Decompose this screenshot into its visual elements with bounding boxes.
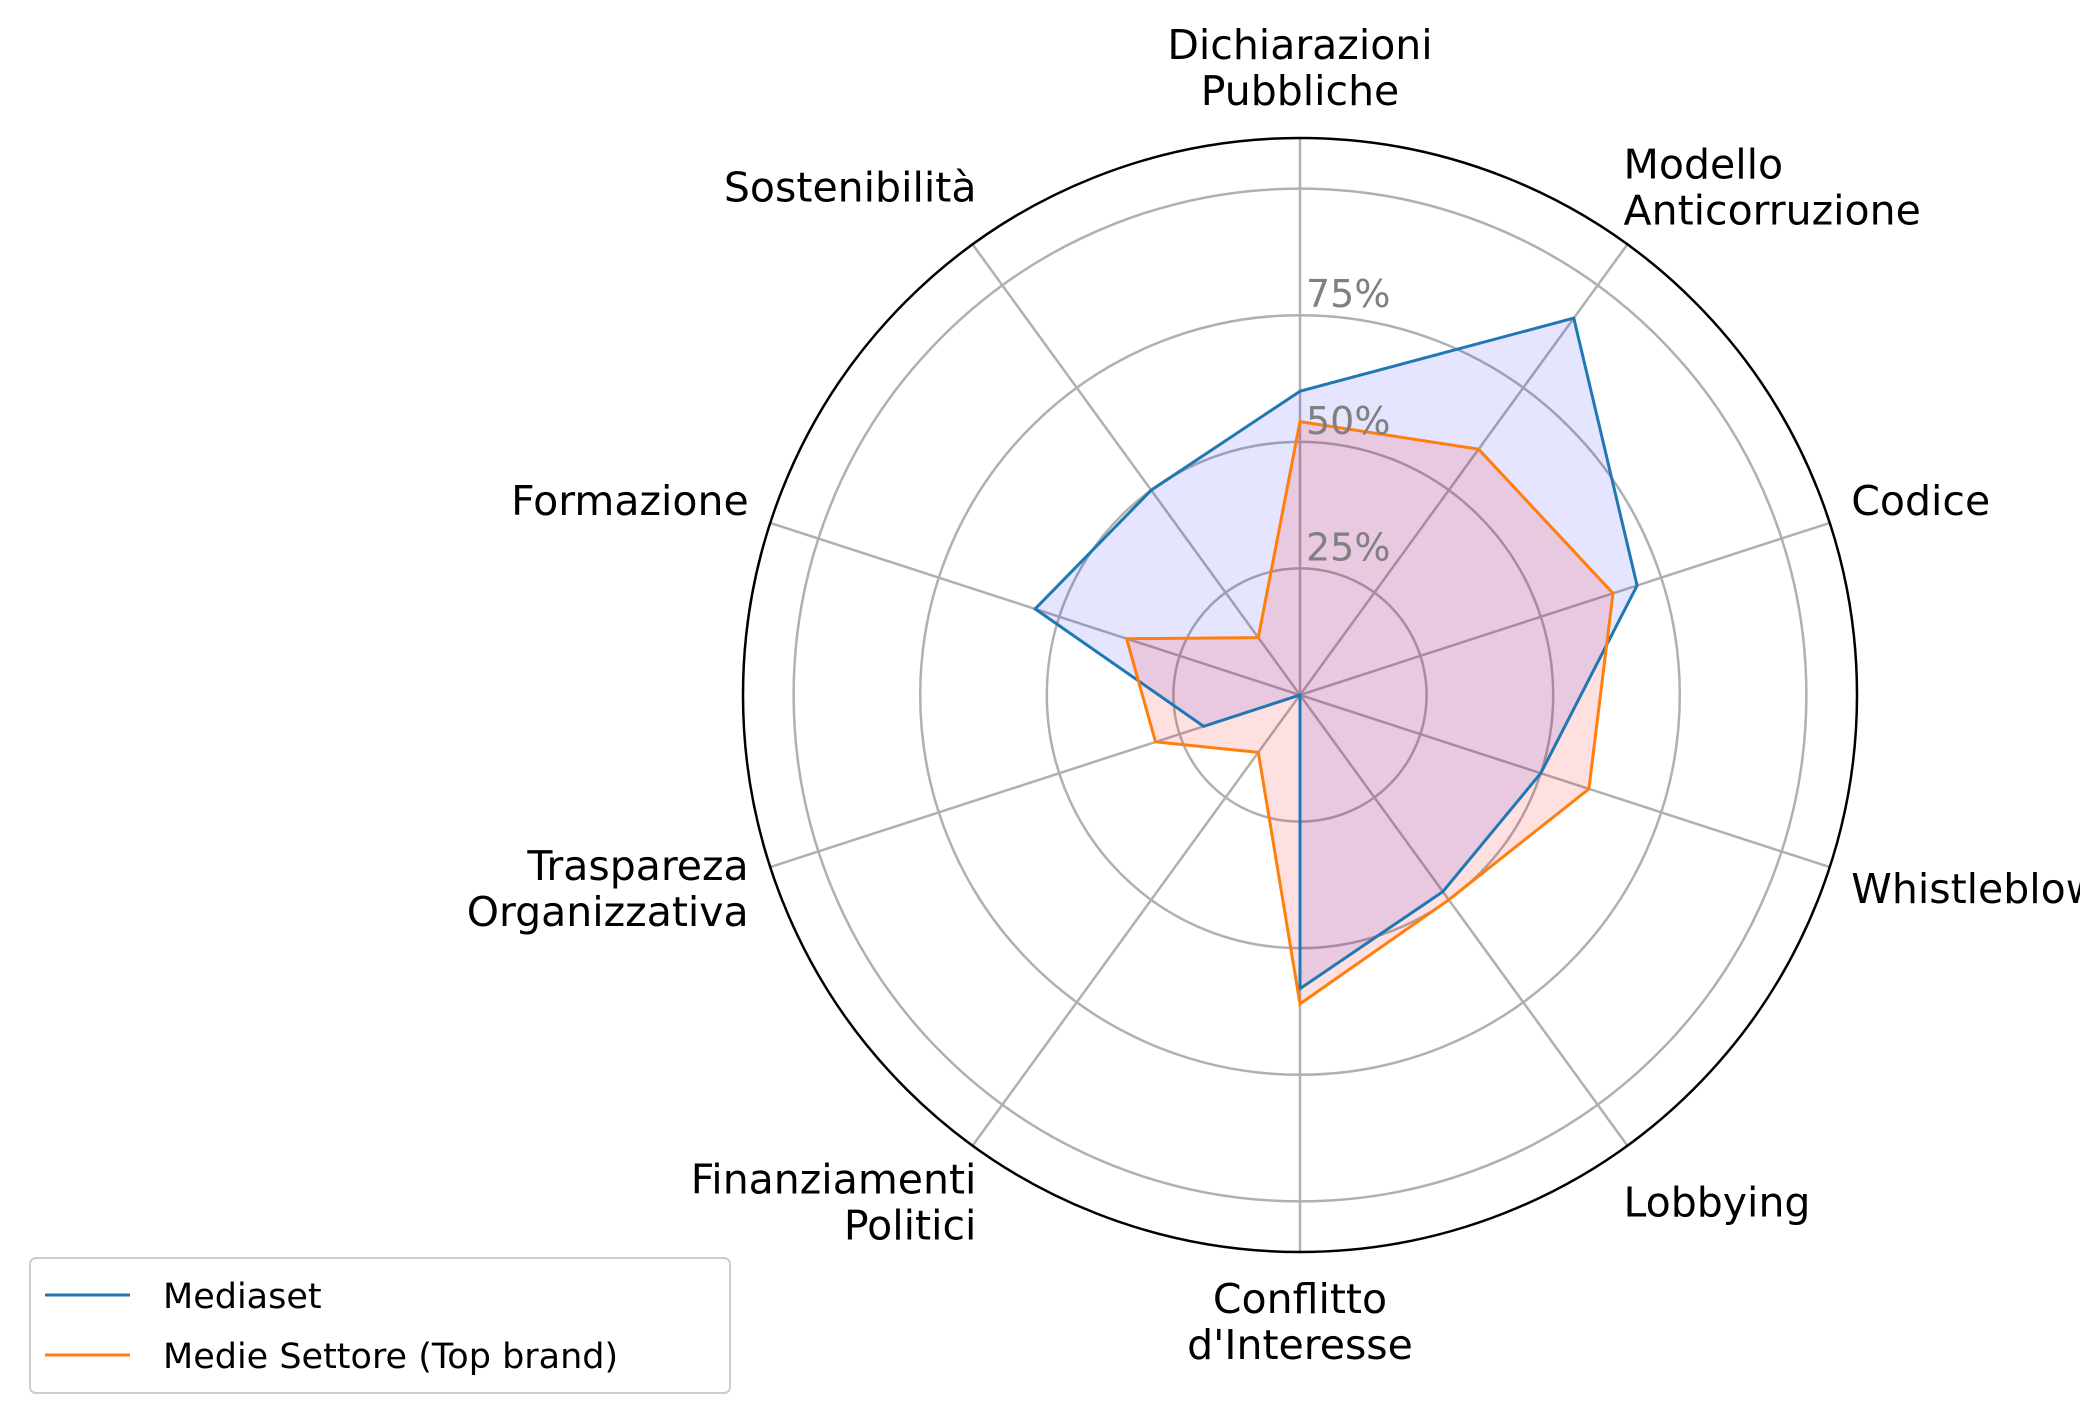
legend-label-mediaset: Mediaset [163, 1277, 322, 1317]
legend-frame [29, 1257, 731, 1394]
outer-layer [741, 136, 1859, 1254]
legend: Mediaset Medie Settore (Top brand) [29, 1257, 731, 1394]
series-layer [1032, 316, 1639, 1007]
category-label-line: Politici [844, 1201, 977, 1249]
category-label-line: Conflitto [1213, 1275, 1387, 1323]
spoke-6 [971, 694, 1302, 1147]
category-label-line: Traspareza [526, 842, 748, 890]
legend-label-medie-settore: Medie Settore (Top brand) [163, 1337, 618, 1377]
tick-label-75: 75% [1306, 272, 1390, 316]
series-fill-1 [1126, 421, 1613, 1004]
category-label-line: Pubbliche [1201, 67, 1400, 115]
tick-label-50: 50% [1306, 399, 1390, 443]
category-label-line: Finanziamenti [691, 1155, 977, 1203]
spoke-9 [971, 243, 1302, 696]
series-line-0 [1032, 316, 1639, 992]
category-label-line: d'Interesse [1187, 1321, 1413, 1369]
category-label-1: Modello Anticorruzione [1624, 141, 1921, 235]
polar-frame [741, 136, 1859, 1254]
spoke-4 [1298, 694, 1629, 1147]
category-labels: Dichiarazioni Pubbliche Modello Anticorruzi… [467, 21, 2080, 1369]
category-label-2: Codice [1851, 477, 1990, 525]
series-fill-0 [1035, 318, 1638, 989]
radial-tick-labels: 25% 50% 75% [1306, 272, 1390, 569]
category-label-line: Codice [1851, 477, 1990, 525]
category-label-5: Conflitto d'Interesse [1187, 1275, 1413, 1369]
category-label-line: Lobbying [1624, 1178, 1811, 1226]
category-label-line: Whistleblowing [1851, 865, 2080, 913]
category-label-6: Finanziamenti Politici [691, 1155, 977, 1249]
category-label-7: Traspareza Organizzativa [467, 842, 749, 936]
spoke-2 [1299, 521, 1831, 697]
category-label-0: Dichiarazioni Pubbliche [1167, 21, 1432, 115]
category-label-9: Sostenibilità [724, 164, 977, 212]
spoke-3 [1299, 693, 1831, 869]
series-line-1 [1124, 419, 1615, 1007]
category-label-line: Dichiarazioni [1167, 21, 1432, 69]
category-label-line: Sostenibilità [724, 164, 977, 212]
category-label-line: Formazione [511, 477, 749, 525]
category-label-line: Modello [1624, 141, 1784, 189]
category-label-line: Organizzativa [467, 888, 749, 936]
tick-label-25: 25% [1306, 525, 1390, 569]
category-label-line: Anticorruzione [1624, 187, 1921, 235]
category-label-4: Lobbying [1624, 1178, 1811, 1226]
category-label-3: Whistleblowing [1851, 865, 2080, 913]
category-label-8: Formazione [511, 477, 749, 525]
